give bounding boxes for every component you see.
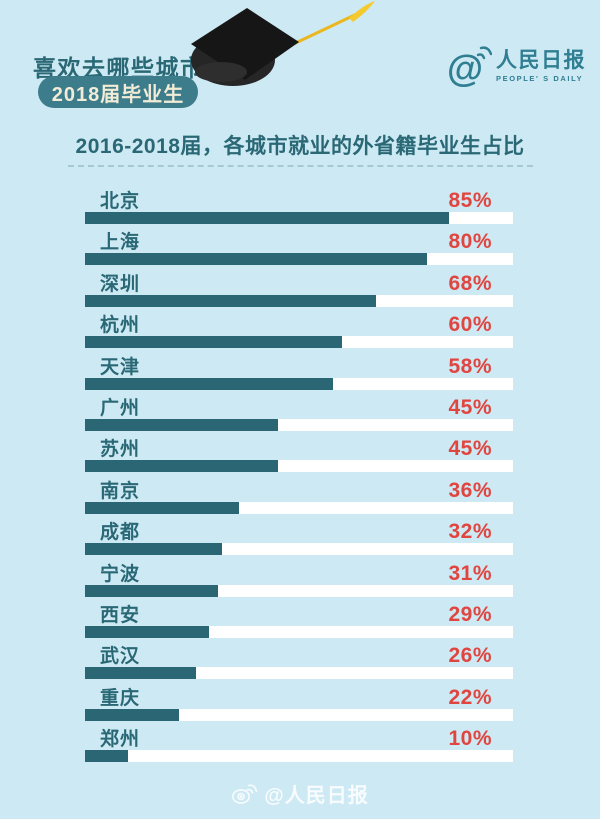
bar-track [85, 212, 513, 224]
weibo-icon [232, 783, 258, 804]
chart-row: 西安 29% [85, 600, 513, 641]
bar-track [85, 750, 513, 763]
chart-row: 杭州 60% [85, 310, 513, 351]
value-label: 26% [448, 644, 492, 668]
chart-row: 成都 32% [85, 517, 513, 558]
chart-row: 苏州 45% [85, 434, 513, 475]
city-label: 西安 [100, 604, 141, 626]
dashed-divider [68, 165, 533, 167]
chart-title: 2016-2018届，各城市就业的外省籍毕业生占比 [75, 135, 525, 158]
bar-track [85, 336, 513, 349]
value-label: 31% [448, 561, 492, 585]
bar-fill [85, 625, 210, 638]
city-label: 北京 [100, 191, 141, 212]
chart-row: 武汉 26% [85, 641, 513, 682]
value-label: 32% [448, 520, 492, 544]
row-labels: 武汉 26% [85, 641, 513, 668]
at-megaphone-icon: @ [447, 46, 492, 89]
chart-row: 郑州 10% [85, 724, 513, 765]
city-label: 武汉 [100, 646, 141, 668]
value-label: 68% [448, 271, 492, 295]
chart-row: 上海 80% [85, 227, 513, 268]
bar-chart: 北京 85% 上海 80% 深圳 68% 杭州 60% 天津 58% 广州 45% 苏州 45% 南京 36%… [85, 186, 513, 765]
city-label: 杭州 [100, 315, 141, 337]
chart-row: 北京 85% [85, 186, 513, 227]
city-label: 上海 [100, 232, 141, 254]
value-label: 85% [448, 189, 492, 212]
bar-fill [85, 377, 334, 390]
year-badge-label: 2018届毕业生 [51, 83, 185, 106]
bar-fill [85, 460, 278, 473]
bar-track [85, 377, 513, 390]
chart-row: 南京 36% [85, 476, 513, 517]
row-labels: 杭州 60% [85, 310, 513, 337]
bar-fill [85, 708, 180, 721]
footer-watermark: @人民日报 [0, 779, 600, 808]
bar-track [85, 253, 513, 266]
bar-track [85, 584, 513, 597]
row-labels: 天津 58% [85, 352, 513, 378]
row-labels: 郑州 10% [85, 724, 513, 751]
bar-track [85, 543, 513, 556]
city-label: 宁波 [100, 563, 141, 585]
value-label: 45% [448, 437, 492, 461]
row-labels: 深圳 68% [85, 269, 513, 295]
city-label: 苏州 [100, 439, 141, 461]
bar-track [85, 460, 513, 473]
bar-track [85, 667, 513, 680]
value-label: 45% [448, 395, 492, 419]
value-label: 36% [448, 478, 492, 502]
city-label: 广州 [100, 397, 141, 419]
bar-fill [85, 584, 218, 597]
row-labels: 南京 36% [85, 476, 513, 502]
bar-fill [85, 212, 449, 224]
city-label: 重庆 [100, 687, 141, 709]
year-badge: 2018届毕业生 [38, 76, 198, 108]
row-labels: 重庆 22% [85, 683, 513, 709]
bar-fill [85, 667, 197, 680]
bar-fill [85, 418, 278, 431]
city-label: 南京 [100, 480, 141, 502]
chart-row: 重庆 22% [85, 683, 513, 724]
row-labels: 成都 32% [85, 517, 513, 544]
bar-fill [85, 543, 222, 556]
bar-fill [85, 253, 428, 266]
bar-track [85, 501, 513, 514]
city-label: 深圳 [100, 273, 141, 295]
value-label: 10% [448, 727, 492, 751]
value-label: 22% [448, 685, 492, 709]
chart-row: 天津 58% [85, 352, 513, 393]
row-labels: 苏州 45% [85, 434, 513, 461]
bar-track [85, 294, 513, 307]
city-label: 郑州 [100, 729, 141, 751]
value-label: 58% [448, 354, 492, 378]
bar-track [85, 708, 513, 721]
value-label: 29% [448, 602, 492, 626]
bar-track [85, 625, 513, 638]
chart-row: 广州 45% [85, 393, 513, 434]
row-labels: 广州 45% [85, 393, 513, 419]
watermark-text: @人民日报 [264, 785, 369, 807]
chart-row: 深圳 68% [85, 269, 513, 310]
row-labels: 西安 29% [85, 600, 513, 626]
logo-name: 人民日报 [496, 49, 586, 72]
row-labels: 北京 85% [85, 186, 513, 212]
bar-fill [85, 294, 377, 307]
chart-row: 宁波 31% [85, 559, 513, 600]
bar-fill [85, 336, 342, 349]
value-label: 80% [448, 230, 492, 254]
row-labels: 宁波 31% [85, 559, 513, 585]
bar-fill [85, 501, 240, 514]
bar-fill [85, 750, 128, 763]
logo-subtitle: PEOPLE' S DAILY [496, 74, 584, 83]
city-label: 成都 [100, 522, 141, 544]
value-label: 60% [448, 313, 492, 337]
peoples-daily-logo: @ 人民日报 PEOPLE' S DAILY [446, 44, 586, 90]
graduation-cap-icon [191, 1, 375, 86]
row-labels: 上海 80% [85, 227, 513, 254]
bar-track [85, 418, 513, 431]
city-label: 天津 [100, 356, 141, 378]
